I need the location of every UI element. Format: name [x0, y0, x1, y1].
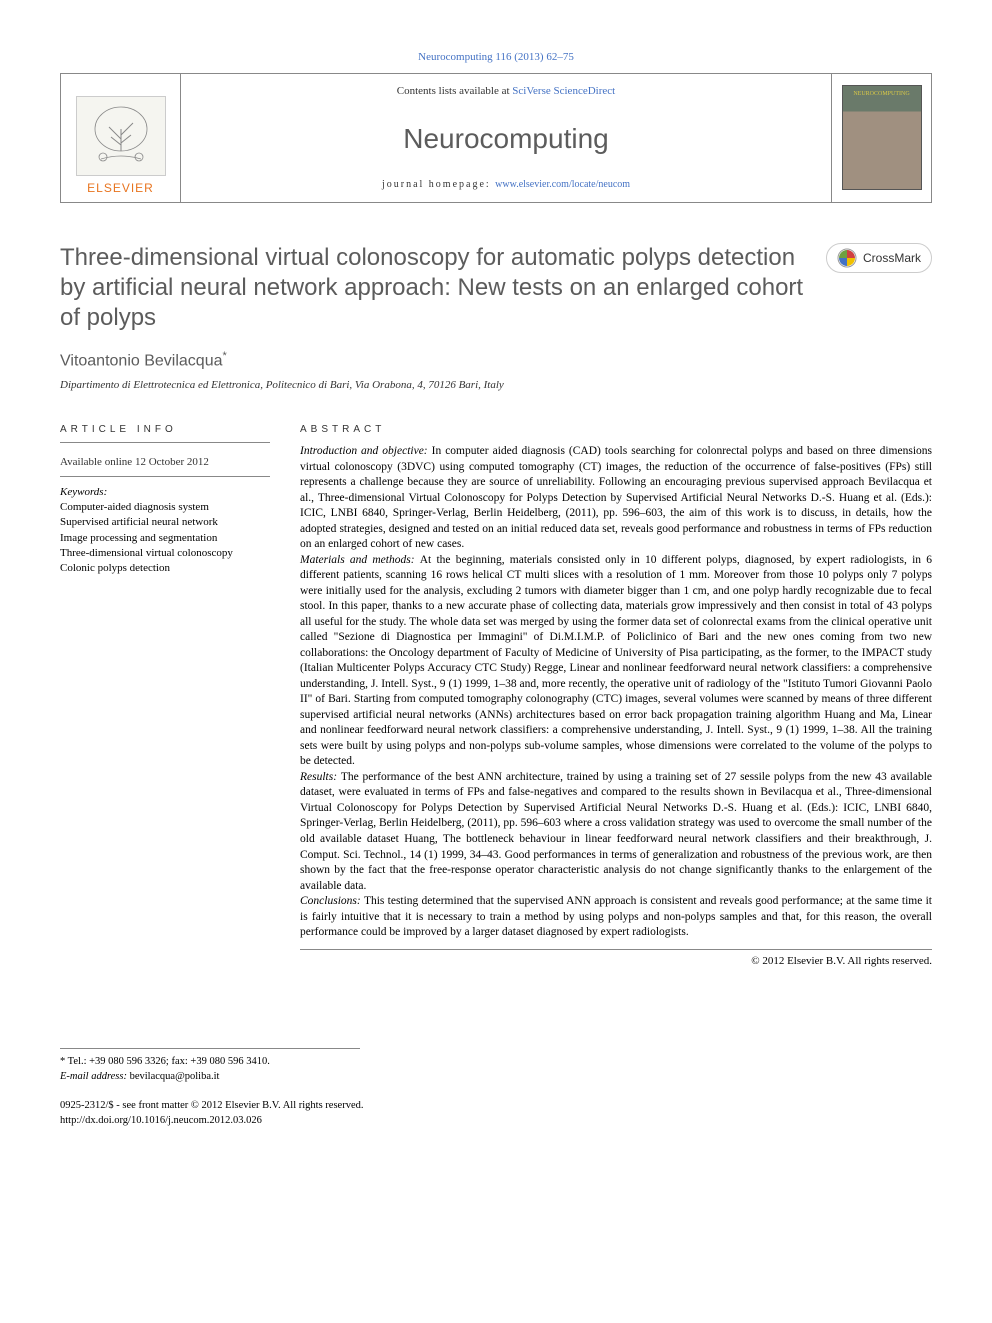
issn-doi-footer: 0925-2312/$ - see front matter © 2012 El…	[60, 1099, 932, 1128]
cover-cell: NEUROCOMPUTING	[831, 74, 931, 202]
email-label: E-mail address:	[60, 1071, 130, 1082]
header-center: Contents lists available at SciVerse Sci…	[181, 74, 831, 202]
email-line: E-mail address: bevilacqua@poliba.it	[60, 1070, 360, 1085]
journal-cover-thumbnail: NEUROCOMPUTING	[842, 85, 922, 190]
materials-heading: Materials and methods:	[300, 554, 420, 566]
contents-prefix: Contents lists available at	[397, 85, 512, 97]
available-online: Available online 12 October 2012	[60, 451, 270, 477]
homepage-link[interactable]: www.elsevier.com/locate/neucom	[495, 179, 630, 190]
sciencedirect-link[interactable]: SciVerse ScienceDirect	[512, 85, 615, 97]
affiliation: Dipartimento di Elettrotecnica ed Elettr…	[60, 378, 932, 393]
abstract-column: ABSTRACT Introduction and objective: In …	[300, 423, 932, 969]
keyword-item: Image processing and segmentation	[60, 531, 270, 546]
correspondence-mark: *	[223, 350, 227, 362]
conclusions-body: This testing determined that the supervi…	[300, 895, 932, 938]
author-name: Vitoantonio Bevilacqua*	[60, 349, 932, 372]
tree-icon	[81, 101, 161, 171]
cover-label: NEUROCOMPUTING	[853, 91, 909, 97]
title-row: Three-dimensional virtual colonoscopy fo…	[60, 243, 932, 333]
doi-line[interactable]: http://dx.doi.org/10.1016/j.neucom.2012.…	[60, 1114, 932, 1129]
conclusions-heading: Conclusions:	[300, 895, 364, 907]
keyword-item: Colonic polyps detection	[60, 561, 270, 576]
abstract-body: Introduction and objective: In computer …	[300, 444, 932, 950]
keyword-item: Computer-aided diagnosis system	[60, 500, 270, 515]
journal-name: Neurocomputing	[403, 120, 608, 158]
issn-line: 0925-2312/$ - see front matter © 2012 El…	[60, 1099, 932, 1114]
keywords-heading: Keywords:	[60, 485, 270, 500]
keyword-item: Supervised artificial neural network	[60, 515, 270, 530]
article-title: Three-dimensional virtual colonoscopy fo…	[60, 243, 806, 333]
abstract-label: ABSTRACT	[300, 423, 932, 437]
results-heading: Results:	[300, 771, 341, 783]
intro-heading: Introduction and objective:	[300, 445, 432, 457]
elsevier-tree-icon	[76, 96, 166, 176]
publisher-cell: ELSEVIER	[61, 74, 181, 202]
results-body: The performance of the best ANN architec…	[300, 771, 932, 892]
article-info-label: ARTICLE INFO	[60, 423, 270, 444]
tel-fax: * Tel.: +39 080 596 3326; fax: +39 080 5…	[60, 1055, 360, 1070]
crossmark-label: CrossMark	[863, 250, 921, 266]
correspondence-footer: * Tel.: +39 080 596 3326; fax: +39 080 5…	[60, 1048, 360, 1084]
journal-reference[interactable]: Neurocomputing 116 (2013) 62–75	[60, 50, 932, 65]
intro-body: In computer aided diagnosis (CAD) tools …	[300, 445, 932, 550]
keyword-item: Three-dimensional virtual colonoscopy	[60, 546, 270, 561]
page-container: Neurocomputing 116 (2013) 62–75 ELSEVIER…	[0, 0, 992, 1168]
homepage-prefix: journal homepage:	[382, 179, 495, 190]
crossmark-icon	[837, 248, 857, 268]
abstract-copyright: © 2012 Elsevier B.V. All rights reserved…	[300, 954, 932, 969]
contents-line: Contents lists available at SciVerse Sci…	[397, 84, 615, 99]
materials-body: At the beginning, materials consisted on…	[300, 554, 932, 768]
two-column-layout: ARTICLE INFO Available online 12 October…	[60, 423, 932, 969]
article-info-column: ARTICLE INFO Available online 12 October…	[60, 423, 270, 969]
homepage-line: journal homepage: www.elsevier.com/locat…	[382, 178, 630, 192]
journal-header-box: ELSEVIER Contents lists available at Sci…	[60, 73, 932, 203]
author-text: Vitoantonio Bevilacqua	[60, 352, 223, 369]
email-address[interactable]: bevilacqua@poliba.it	[130, 1071, 220, 1082]
elsevier-label: ELSEVIER	[87, 180, 154, 196]
crossmark-badge[interactable]: CrossMark	[826, 243, 932, 273]
